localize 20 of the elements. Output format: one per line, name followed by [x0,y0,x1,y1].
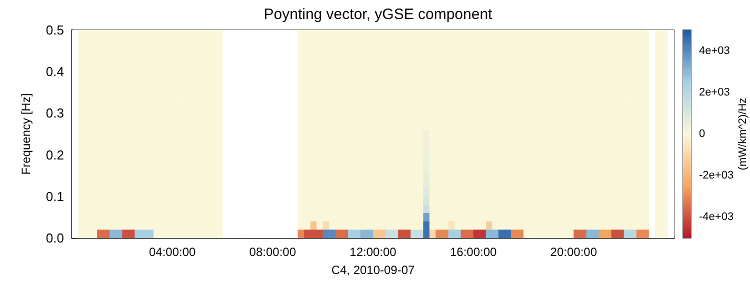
y-tick-label: 0.0 [46,230,64,246]
y-axis-title: Frequency [Hz] [19,93,33,175]
x-tick-label: 16:00:00 [450,245,498,259]
x-tick-label: 20:00:00 [550,245,598,259]
x-tick-label: 04:00:00 [148,245,196,259]
color-bar-title: (mW/km^2)/Hz [736,98,749,170]
y-tick-label: 0.4 [46,64,64,80]
color-bar-label: 4e+03 [699,44,730,57]
y-tick-label: 0.5 [46,22,64,38]
x-tick-label: 08:00:00 [249,245,296,259]
y-tick-label: 0.1 [46,188,64,204]
y-tick-label: 0.2 [46,147,64,162]
x-tick-label: 12:00:00 [350,245,397,259]
color-bar-label: 2e+03 [699,86,730,98]
color-bar-label: 0 [699,128,706,140]
chart-title: Poynting vector, yGSE component [264,6,494,23]
y-tick-label: 0.3 [46,106,64,121]
color-bar-label: -4e+03 [699,211,734,224]
color-bar-label: -2e+03 [699,170,734,182]
x-axis-title: C4, 2010-09-07 [331,263,416,277]
